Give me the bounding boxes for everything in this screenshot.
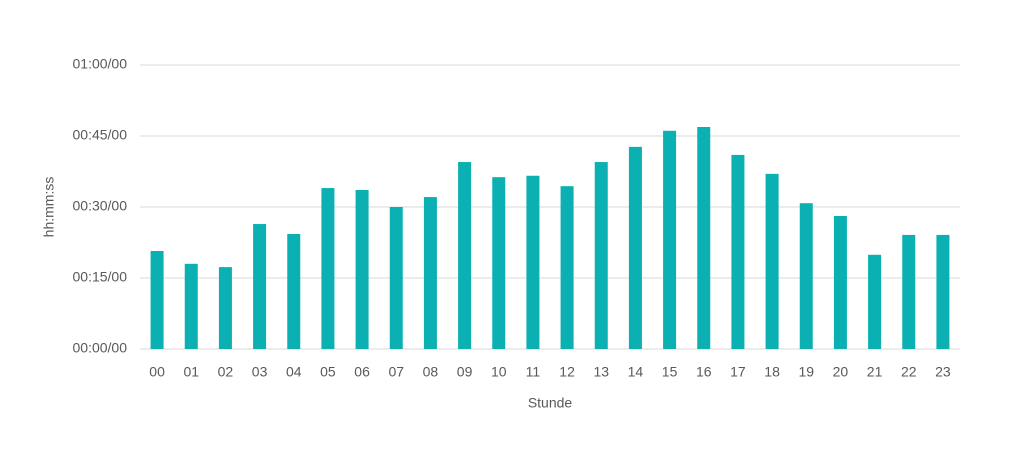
x-tick-label: 04 [286, 364, 302, 380]
bar [218, 267, 232, 349]
y-axis-label: hh:mm:ss [41, 177, 57, 238]
bar [492, 177, 506, 349]
bar [150, 251, 164, 349]
x-tick-label: 07 [388, 364, 404, 380]
bar [936, 234, 950, 349]
bar [902, 234, 916, 349]
y-tick-label: 01:00/00 [73, 56, 128, 72]
x-tick-label: 06 [354, 364, 370, 380]
bar [731, 154, 745, 349]
x-tick-label: 13 [593, 364, 609, 380]
x-tick-label: 00 [149, 364, 165, 380]
bar [423, 197, 437, 349]
x-tick-label: 05 [320, 364, 336, 380]
x-tick-label: 11 [526, 364, 541, 380]
bar [799, 203, 813, 349]
bar [355, 189, 369, 349]
bar [389, 207, 403, 349]
x-tick-label: 16 [696, 364, 712, 380]
x-tick-label: 10 [491, 364, 507, 380]
x-tick-label: 12 [559, 364, 575, 380]
y-tick-label: 00:00/00 [73, 340, 128, 356]
bar [458, 162, 472, 349]
x-tick-label: 15 [662, 364, 678, 380]
x-tick-label: 20 [833, 364, 849, 380]
bar [594, 162, 608, 349]
bar [628, 146, 642, 349]
x-tick-label: 17 [730, 364, 746, 380]
bar [868, 254, 882, 349]
bar [287, 233, 301, 349]
bar [560, 186, 574, 349]
x-tick-label: 09 [457, 364, 473, 380]
x-tick-label: 02 [218, 364, 234, 380]
x-tick-label: 23 [935, 364, 951, 380]
x-tick-label: 01 [183, 364, 199, 380]
bar [253, 224, 267, 349]
bar [526, 175, 540, 349]
x-tick-label: 21 [867, 364, 883, 380]
x-tick-label: 03 [252, 364, 268, 380]
x-tick-label: 19 [798, 364, 814, 380]
y-tick-label: 00:45/00 [73, 127, 128, 143]
x-tick-label: 18 [764, 364, 780, 380]
bar [184, 263, 198, 349]
x-tick-label: 14 [628, 364, 644, 380]
bar [321, 188, 335, 349]
x-axis-label: Stunde [528, 395, 573, 411]
bar [663, 130, 677, 349]
y-tick-label: 00:15/00 [73, 269, 128, 285]
x-tick-label: 22 [901, 364, 917, 380]
bar [833, 215, 847, 349]
y-tick-label: 00:30/00 [73, 198, 128, 214]
x-tick-label: 08 [423, 364, 439, 380]
bar [765, 173, 779, 349]
bar [697, 127, 711, 349]
